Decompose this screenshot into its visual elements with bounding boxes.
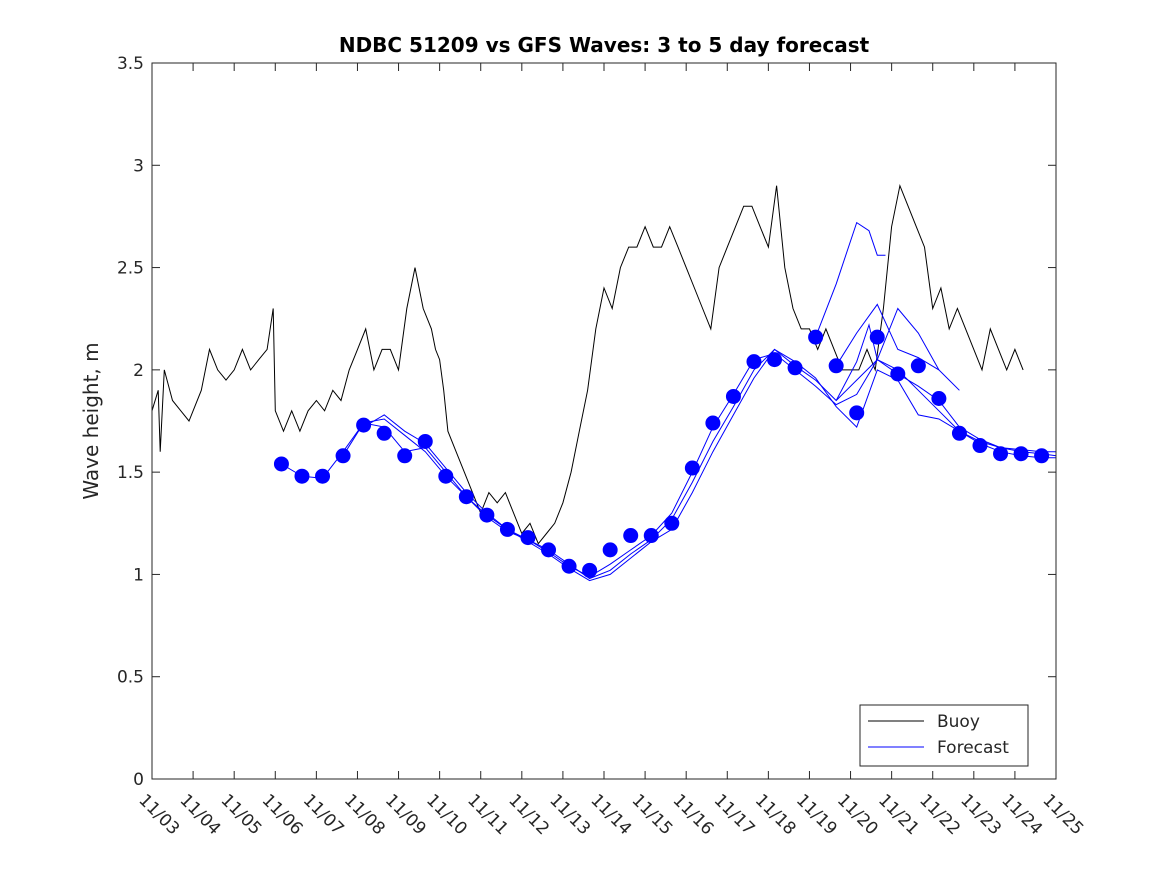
forecast-point: [664, 515, 680, 531]
legend-forecast-label: Forecast: [937, 738, 1009, 758]
forecast-point: [931, 390, 947, 406]
buoy-series-line: [151, 183, 1024, 545]
forecast-point: [910, 358, 926, 374]
plot-area: [152, 63, 1056, 779]
y-tick-label: 2: [133, 361, 144, 381]
forecast-point: [376, 425, 392, 441]
chart-title: NDBC 51209 vs GFS Waves: 3 to 5 day fore…: [339, 33, 870, 57]
forecast-point: [623, 528, 639, 544]
y-tick-label: 3.5: [117, 54, 144, 74]
forecast-point: [705, 415, 721, 431]
y-tick-label: 2.5: [117, 259, 144, 279]
y-tick-label: 0: [133, 770, 144, 790]
y-tick-label: 0.5: [117, 668, 144, 688]
forecast-point: [602, 542, 618, 558]
forecast-point: [787, 360, 803, 376]
forecast-point: [808, 329, 824, 345]
forecast-series-line: [342, 348, 1057, 580]
y-axis-label: Wave height, m: [79, 342, 103, 499]
forecast-point: [417, 433, 433, 449]
forecast-series-line: [281, 352, 1056, 578]
forecast-series-line: [835, 307, 940, 401]
y-axis: 0 0.5 1 1.5 2 2.5 3 3.5: [117, 54, 1056, 790]
forecast-point: [397, 448, 413, 464]
series-layer: [151, 183, 1057, 582]
legend-box: [859, 704, 1029, 767]
y-tick-label: 3: [133, 156, 144, 176]
forecast-point: [869, 329, 885, 345]
forecast-series-line: [363, 348, 1056, 582]
forecast-point: [315, 468, 331, 484]
y-tick-label: 1: [133, 565, 144, 585]
legend: Buoy Forecast: [859, 704, 1029, 767]
forecast-point: [746, 354, 762, 370]
legend-buoy-label: Buoy: [937, 712, 980, 732]
forecast-point: [1034, 448, 1050, 464]
forecast-series-line: [815, 221, 886, 338]
y-tick-label: 1.5: [117, 463, 144, 483]
